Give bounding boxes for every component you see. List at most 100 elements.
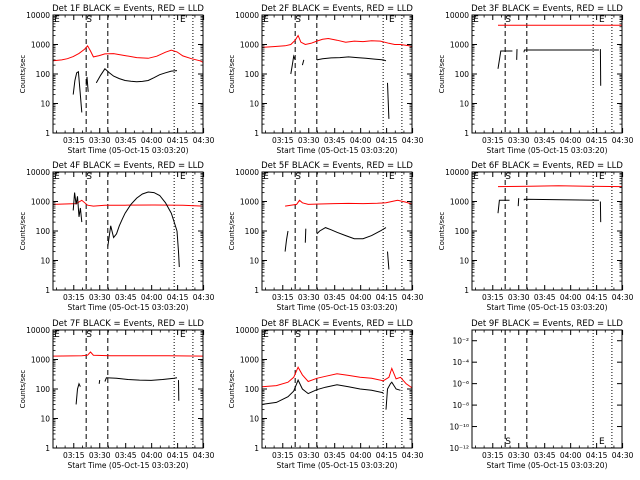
- events-series-line: [387, 251, 390, 270]
- x-tick-label: 04:15: [376, 136, 398, 145]
- events-series-line: [98, 380, 101, 384]
- x-tick-label: 04:30: [612, 293, 634, 302]
- x-tick-label: 03:30: [508, 136, 530, 145]
- x-tick-label: 03:15: [63, 293, 85, 302]
- x-tick-label: 04:30: [402, 293, 424, 302]
- event-marker-s: S: [505, 15, 511, 25]
- events-series-line: [75, 382, 81, 405]
- x-tick-label: 04:00: [350, 136, 372, 145]
- x-tick-label: 04:30: [402, 136, 424, 145]
- events-series-line: [107, 191, 178, 247]
- events-series-line: [284, 230, 289, 252]
- y-tick-label: 100: [245, 227, 260, 236]
- event-marker-e: E: [54, 15, 60, 25]
- x-tick-label: 04:00: [560, 451, 582, 460]
- x-tick-label: 03:30: [298, 293, 320, 302]
- y-tick-label: 1: [254, 129, 259, 138]
- x-tick-label: 03:45: [534, 293, 556, 302]
- lld-series-line: [261, 34, 413, 48]
- x-tick-label: 03:15: [482, 451, 504, 460]
- x-tick-label: 04:15: [376, 451, 398, 460]
- event-marker-e: E: [389, 15, 395, 25]
- chart-title: Det 7F BLACK = Events, RED = LLD: [52, 319, 204, 329]
- x-tick-label: 03:30: [298, 136, 320, 145]
- events-series-line: [176, 230, 180, 268]
- events-series-line: [497, 50, 513, 69]
- chart-title: Det 9F BLACK = Events, RED = LLD: [471, 319, 623, 329]
- x-tick-label: 03:30: [508, 293, 530, 302]
- y-tick-label: 1000: [450, 198, 469, 207]
- chart-title: Det 6F BLACK = Events, RED = LLD: [471, 161, 623, 171]
- event-marker-e: E: [599, 437, 605, 447]
- events-series-line: [316, 227, 387, 240]
- event-marker-e: E: [473, 172, 479, 182]
- x-tick-label: 03:30: [298, 451, 320, 460]
- event-marker-e: E: [389, 330, 395, 340]
- y-tick-label: 10⁻¹⁰: [449, 423, 469, 432]
- event-marker-e: E: [180, 330, 186, 340]
- x-tick-label: 03:30: [89, 293, 111, 302]
- event-marker-s: S: [505, 172, 511, 182]
- events-series-line: [523, 198, 599, 201]
- events-series-line: [72, 192, 83, 223]
- events-series-line: [261, 378, 384, 405]
- y-tick-label: 10⁻²: [452, 337, 469, 346]
- y-tick-label: 10: [40, 100, 50, 109]
- x-tick-label: 04:30: [402, 451, 424, 460]
- x-tick-label: 03:45: [534, 451, 556, 460]
- x-tick-label: 04:15: [167, 136, 189, 145]
- y-tick-label: 100: [455, 70, 470, 79]
- chart-panel-5: Det 5F BLACK = Events, RED = LLD 1 10 100 10…: [228, 161, 424, 312]
- x-tick-label: 03:45: [324, 136, 346, 145]
- x-axis-label: Start Time (05-Oct-15 03:03:20): [486, 303, 607, 312]
- lld-series-line: [497, 185, 623, 188]
- x-tick-label: 04:30: [193, 293, 215, 302]
- y-tick-label: 1: [254, 286, 259, 295]
- event-marker-s: S: [86, 172, 92, 182]
- events-series-line: [385, 381, 401, 410]
- y-tick-label: 10: [249, 257, 259, 266]
- x-tick-label: 04:15: [167, 451, 189, 460]
- events-series-line: [95, 68, 178, 84]
- x-tick-label: 03:45: [534, 136, 556, 145]
- x-tick-label: 04:15: [586, 136, 608, 145]
- chart-panel-6: Det 6F BLACK = Events, RED = LLD 1 10 100 10…: [438, 161, 634, 312]
- x-tick-label: 03:45: [115, 293, 137, 302]
- event-marker-s: S: [295, 172, 301, 182]
- x-tick-label: 04:15: [167, 293, 189, 302]
- y-tick-label: 100: [455, 227, 470, 236]
- y-tick-label: 1000: [240, 198, 259, 207]
- chart-panel-4: Det 4F BLACK = Events, RED = LLD 1 10 100 10…: [19, 161, 215, 312]
- x-tick-label: 04:00: [350, 451, 372, 460]
- y-tick-label: 1000: [450, 41, 469, 50]
- y-tick-label: 10⁻⁴: [452, 358, 469, 367]
- event-marker-e: E: [263, 172, 269, 182]
- y-tick-label: 10000: [445, 11, 469, 20]
- x-tick-label: 03:45: [324, 451, 346, 460]
- y-tick-label: 10⁻⁸: [452, 401, 469, 410]
- x-tick-label: 04:00: [141, 293, 163, 302]
- y-axis-label: Counts/sec: [228, 212, 236, 251]
- event-marker-s: S: [295, 330, 301, 340]
- events-series-line: [523, 49, 599, 53]
- event-marker-e: E: [263, 330, 269, 340]
- y-tick-label: 10000: [26, 326, 50, 335]
- x-tick-label: 03:30: [89, 451, 111, 460]
- x-tick-label: 03:45: [115, 136, 137, 145]
- y-axis-label: Counts/sec: [228, 370, 236, 409]
- y-tick-label: 1000: [240, 356, 259, 365]
- x-axis-label: Start Time (05-Oct-15 03:03:20): [67, 461, 188, 470]
- y-tick-label: 1000: [31, 198, 50, 207]
- y-tick-label: 1000: [240, 41, 259, 50]
- lld-series-line: [52, 351, 204, 357]
- y-tick-label: 10: [459, 100, 469, 109]
- x-tick-label: 03:15: [272, 451, 294, 460]
- chart-panel-2: Det 2F BLACK = Events, RED = LLD 1 10 100 10…: [228, 4, 424, 155]
- x-axis-label: Start Time (05-Oct-15 03:03:20): [486, 461, 607, 470]
- x-tick-label: 04:00: [350, 293, 372, 302]
- x-axis-label: Start Time (05-Oct-15 03:03:20): [67, 146, 188, 155]
- chart-panel-9: Det 9F BLACK = Events, RED = LLD 10⁻¹² 10⁻…: [449, 319, 633, 470]
- x-tick-label: 03:15: [482, 293, 504, 302]
- x-tick-label: 03:15: [272, 136, 294, 145]
- y-tick-label: 100: [245, 70, 260, 79]
